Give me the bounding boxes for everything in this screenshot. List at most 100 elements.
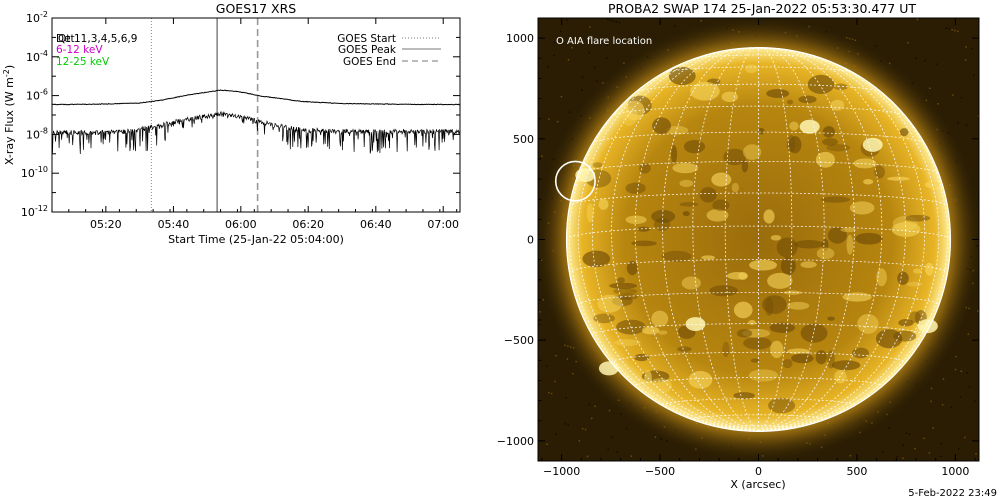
- disk-texture-patch: [597, 294, 623, 313]
- disk-texture-patch: [593, 313, 616, 324]
- goes-y-tick-label: 10-8: [26, 126, 48, 141]
- noise-speck: [977, 114, 979, 117]
- noise-speck: [547, 65, 549, 68]
- noise-speck: [849, 454, 852, 457]
- flare-location-marker: [554, 160, 596, 202]
- disk-texture-patch: [904, 214, 931, 222]
- disk-texture-patch: [688, 371, 713, 389]
- noise-speck: [940, 455, 942, 458]
- disk-texture-patch: [679, 202, 699, 207]
- swap-x-tick-label: −500: [645, 465, 675, 478]
- noise-speck: [916, 18, 919, 21]
- disk-texture-patch: [592, 162, 603, 168]
- disk-texture-patch: [682, 211, 690, 217]
- disk-texture-patch: [712, 199, 730, 211]
- disk-texture-patch: [758, 127, 765, 135]
- swap-x-tick-label: 1000: [941, 465, 969, 478]
- swap-axes: −1000 −500 0 500 1000 1000 500 0 −500 −1000: [497, 18, 979, 478]
- noise-speck: [930, 400, 932, 403]
- disk-texture-patch: [846, 234, 854, 255]
- disk-texture-patch: [783, 290, 802, 295]
- disk-texture-patch: [899, 128, 909, 137]
- bright-active-region: [862, 137, 883, 152]
- disk-texture-patch: [731, 182, 739, 193]
- goes-data-layer: [52, 18, 460, 212]
- detector-text-qt: Qt: [58, 33, 70, 45]
- disk-texture-patch: [657, 330, 668, 335]
- noise-speck: [966, 372, 968, 374]
- noise-speck: [610, 436, 613, 439]
- noise-speck: [928, 452, 931, 454]
- noise-speck: [905, 432, 908, 435]
- noise-speck: [941, 404, 944, 406]
- disk-texture-patch: [815, 151, 836, 168]
- noise-speck: [945, 27, 948, 29]
- disk-texture-patch: [807, 74, 835, 94]
- disk-texture-patch: [770, 340, 784, 359]
- disk-texture-patch: [791, 353, 814, 364]
- disk-texture-patch: [763, 209, 775, 224]
- longitude-line: [758, 47, 825, 432]
- disk-texture-patch: [793, 240, 824, 249]
- noise-speck: [960, 370, 963, 372]
- noise-speck: [564, 422, 567, 425]
- disk-texture-patch: [830, 99, 845, 111]
- disk-texture-patch: [770, 234, 782, 241]
- swap-x-axis-label: X (arcsec): [730, 478, 785, 491]
- disk-texture-patch: [748, 320, 756, 326]
- noise-speck: [543, 338, 546, 341]
- disk-texture-patch: [736, 329, 753, 338]
- disk-texture-patch: [609, 282, 638, 289]
- goes-axes: 05:20 05:40 06:00 06:20 06:40 07:00 10-2 10-4 10…: [21, 10, 460, 231]
- noise-speck: [940, 442, 943, 445]
- disk-texture-patch: [787, 348, 810, 355]
- disk-texture-patch: [681, 276, 701, 290]
- noise-speck: [555, 433, 557, 435]
- noise-speck: [932, 427, 934, 429]
- disk-texture-patch: [789, 121, 799, 131]
- disk-texture-patch: [598, 198, 609, 210]
- disk-texture-patch: [631, 240, 657, 247]
- noise-speck: [948, 28, 950, 30]
- disk-texture-patch: [722, 341, 730, 358]
- disk-texture-patch: [851, 347, 870, 359]
- detector-text-det: Det: [56, 33, 75, 45]
- disk-texture-patch: [679, 179, 694, 188]
- disk-texture-patch: [827, 316, 835, 321]
- noise-speck: [923, 437, 925, 440]
- disk-texture-patch: [786, 99, 794, 105]
- noise-speck: [542, 299, 544, 301]
- noise-speck: [589, 26, 591, 28]
- longitude-line: [692, 47, 759, 432]
- disk-texture-patch: [699, 187, 717, 203]
- noise-speck: [581, 76, 584, 78]
- disk-texture-patch: [636, 226, 651, 232]
- disk-texture-patch: [721, 91, 738, 103]
- disk-texture-patch: [690, 81, 720, 101]
- noise-speck: [967, 333, 970, 335]
- noise-speck: [546, 443, 548, 446]
- disk-texture-patch: [897, 271, 909, 285]
- noise-speck: [554, 380, 556, 383]
- goes-y-tick-label: 10-6: [26, 88, 48, 103]
- disk-texture-patch: [855, 232, 883, 245]
- longitude-line: [758, 47, 926, 432]
- disk-texture-patch: [913, 268, 922, 274]
- disk-texture-patch: [709, 285, 739, 297]
- goes-y-axis-label: X-ray Flux (W m-2): [2, 65, 16, 165]
- noise-speck: [609, 19, 612, 21]
- noise-speck: [596, 80, 598, 82]
- noise-speck: [951, 28, 953, 31]
- noise-speck: [654, 436, 657, 438]
- swap-chart-title: PROBA2 SWAP 174 25-Jan-2022 05:53:30.477…: [608, 1, 916, 16]
- detector-text-list: 11,3,4,5,6,9: [74, 33, 137, 45]
- disk-texture-patch: [826, 144, 850, 152]
- noise-speck: [902, 457, 904, 459]
- goes-xrs-panel: GOES17 XRS 05:20 05:40 06:00 06:20 06:40 07:0…: [2, 1, 461, 246]
- noise-speck: [630, 455, 633, 457]
- noise-speck: [616, 451, 618, 453]
- disk-texture-patch: [815, 350, 827, 365]
- disk-texture-patch: [874, 165, 885, 179]
- noise-speck: [618, 21, 621, 24]
